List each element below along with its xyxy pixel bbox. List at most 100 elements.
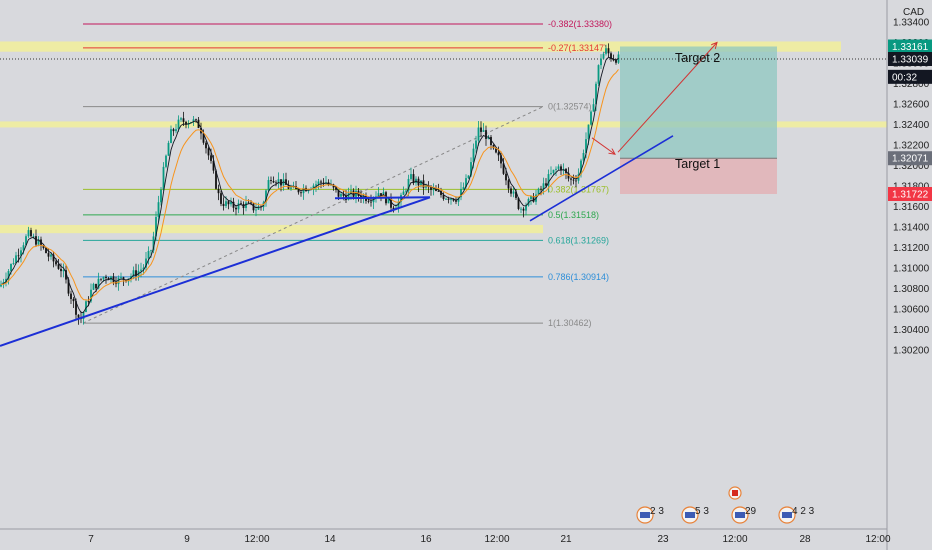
main-trendline: [0, 196, 431, 347]
candle-body: [77, 314, 80, 318]
candle-body: [437, 190, 440, 192]
candle-body: [167, 142, 170, 156]
x-tick-label: 21: [560, 534, 572, 545]
fib-label-4: 0.5(1.31518): [548, 210, 599, 220]
candle-body: [342, 194, 345, 196]
candle-body: [450, 198, 452, 200]
candle-body: [0, 284, 2, 287]
candle-body: [492, 144, 495, 149]
horizontal-ray: [334, 196, 431, 200]
candle-body: [105, 276, 107, 279]
flag-icon: [640, 512, 650, 518]
price-label-4: 1.31722: [892, 189, 929, 200]
candle-body: [12, 263, 15, 264]
resistance-zone-mid: [0, 121, 887, 128]
candle-body: [20, 250, 22, 256]
x-tick-label: 23: [657, 534, 669, 545]
candle-body: [420, 180, 422, 186]
candle-body: [127, 278, 130, 282]
candle-body: [172, 129, 175, 132]
candle-body: [10, 263, 12, 272]
candle-body: [550, 173, 552, 175]
candle-body: [512, 191, 515, 194]
candle-body: [612, 59, 615, 61]
candle-body: [170, 129, 172, 143]
candle-body: [520, 208, 522, 210]
candle-body: [567, 172, 570, 179]
candle-body: [82, 312, 85, 319]
candle-body: [610, 53, 612, 60]
candle-body: [290, 187, 292, 189]
candle-body: [340, 194, 342, 197]
candle-body: [475, 140, 477, 149]
price-axis[interactable]: [887, 0, 932, 550]
candle-body: [212, 160, 215, 171]
candle-body: [45, 248, 47, 254]
candle-body: [205, 142, 207, 149]
candle-body: [440, 191, 442, 195]
candle-body: [387, 197, 390, 204]
candle-body: [495, 148, 497, 153]
candle-body: [525, 205, 527, 211]
candle-body: [547, 174, 550, 186]
y-tick-label: 1.33400: [893, 18, 930, 29]
candle-body: [107, 278, 110, 280]
candle-body: [575, 180, 577, 182]
target-1-label: Target 1: [675, 157, 720, 171]
candle-body: [135, 270, 137, 276]
candle-body: [552, 169, 555, 174]
candle-body: [22, 245, 25, 251]
candle-body: [347, 193, 350, 200]
candle-body: [275, 182, 277, 184]
candle-body: [92, 283, 95, 290]
fib-label-2: 0(1.32574): [548, 102, 592, 112]
candle-body: [582, 153, 585, 161]
candle-body: [465, 178, 467, 188]
candle-body: [490, 136, 492, 145]
candle-body: [267, 180, 270, 191]
y-tick-label: 1.31000: [893, 264, 930, 275]
price-label-bg-2: [888, 69, 932, 84]
candle-body: [445, 198, 447, 200]
resistance-zone-top: [0, 41, 841, 52]
fib-label-0: -0.382(1.33380): [548, 19, 612, 29]
candle-body: [130, 276, 132, 279]
candle-body: [605, 48, 607, 54]
candle-body: [370, 201, 372, 203]
candle-body: [220, 193, 222, 204]
y-tick-label: 1.31400: [893, 223, 930, 234]
candle-body: [530, 195, 532, 200]
price-label-bg-3: [888, 151, 932, 166]
y-tick-label: 1.32200: [893, 141, 930, 152]
candle-body: [97, 278, 100, 289]
price-label-bg-0: [888, 39, 932, 54]
candle-body: [245, 202, 247, 208]
x-tick-label: 12:00: [865, 534, 890, 545]
x-tick-label: 7: [88, 534, 94, 545]
price-label-2: 00:32: [892, 72, 917, 83]
candle-body: [147, 250, 150, 259]
x-tick-label: 28: [799, 534, 811, 545]
candle-body: [140, 269, 142, 271]
candle-body: [37, 239, 40, 245]
candle-body: [265, 190, 267, 203]
candle-body: [315, 184, 317, 186]
candle-body: [157, 202, 160, 218]
event-badge-count: 2 3: [650, 506, 664, 517]
flag-icon: [782, 512, 792, 518]
candle-body: [102, 276, 105, 280]
candle-body: [455, 200, 457, 202]
candle-body: [412, 174, 415, 183]
x-tick-label: 12:00: [244, 534, 269, 545]
candle-body: [27, 230, 30, 237]
candle-body: [472, 148, 475, 163]
x-tick-label: 16: [420, 534, 432, 545]
candle-body: [52, 254, 55, 262]
candle-body: [175, 129, 177, 132]
candle-body: [150, 250, 152, 252]
candle-body: [462, 187, 465, 190]
candle-body: [402, 191, 405, 195]
fib-label-6: 0.786(1.30914): [548, 272, 609, 282]
